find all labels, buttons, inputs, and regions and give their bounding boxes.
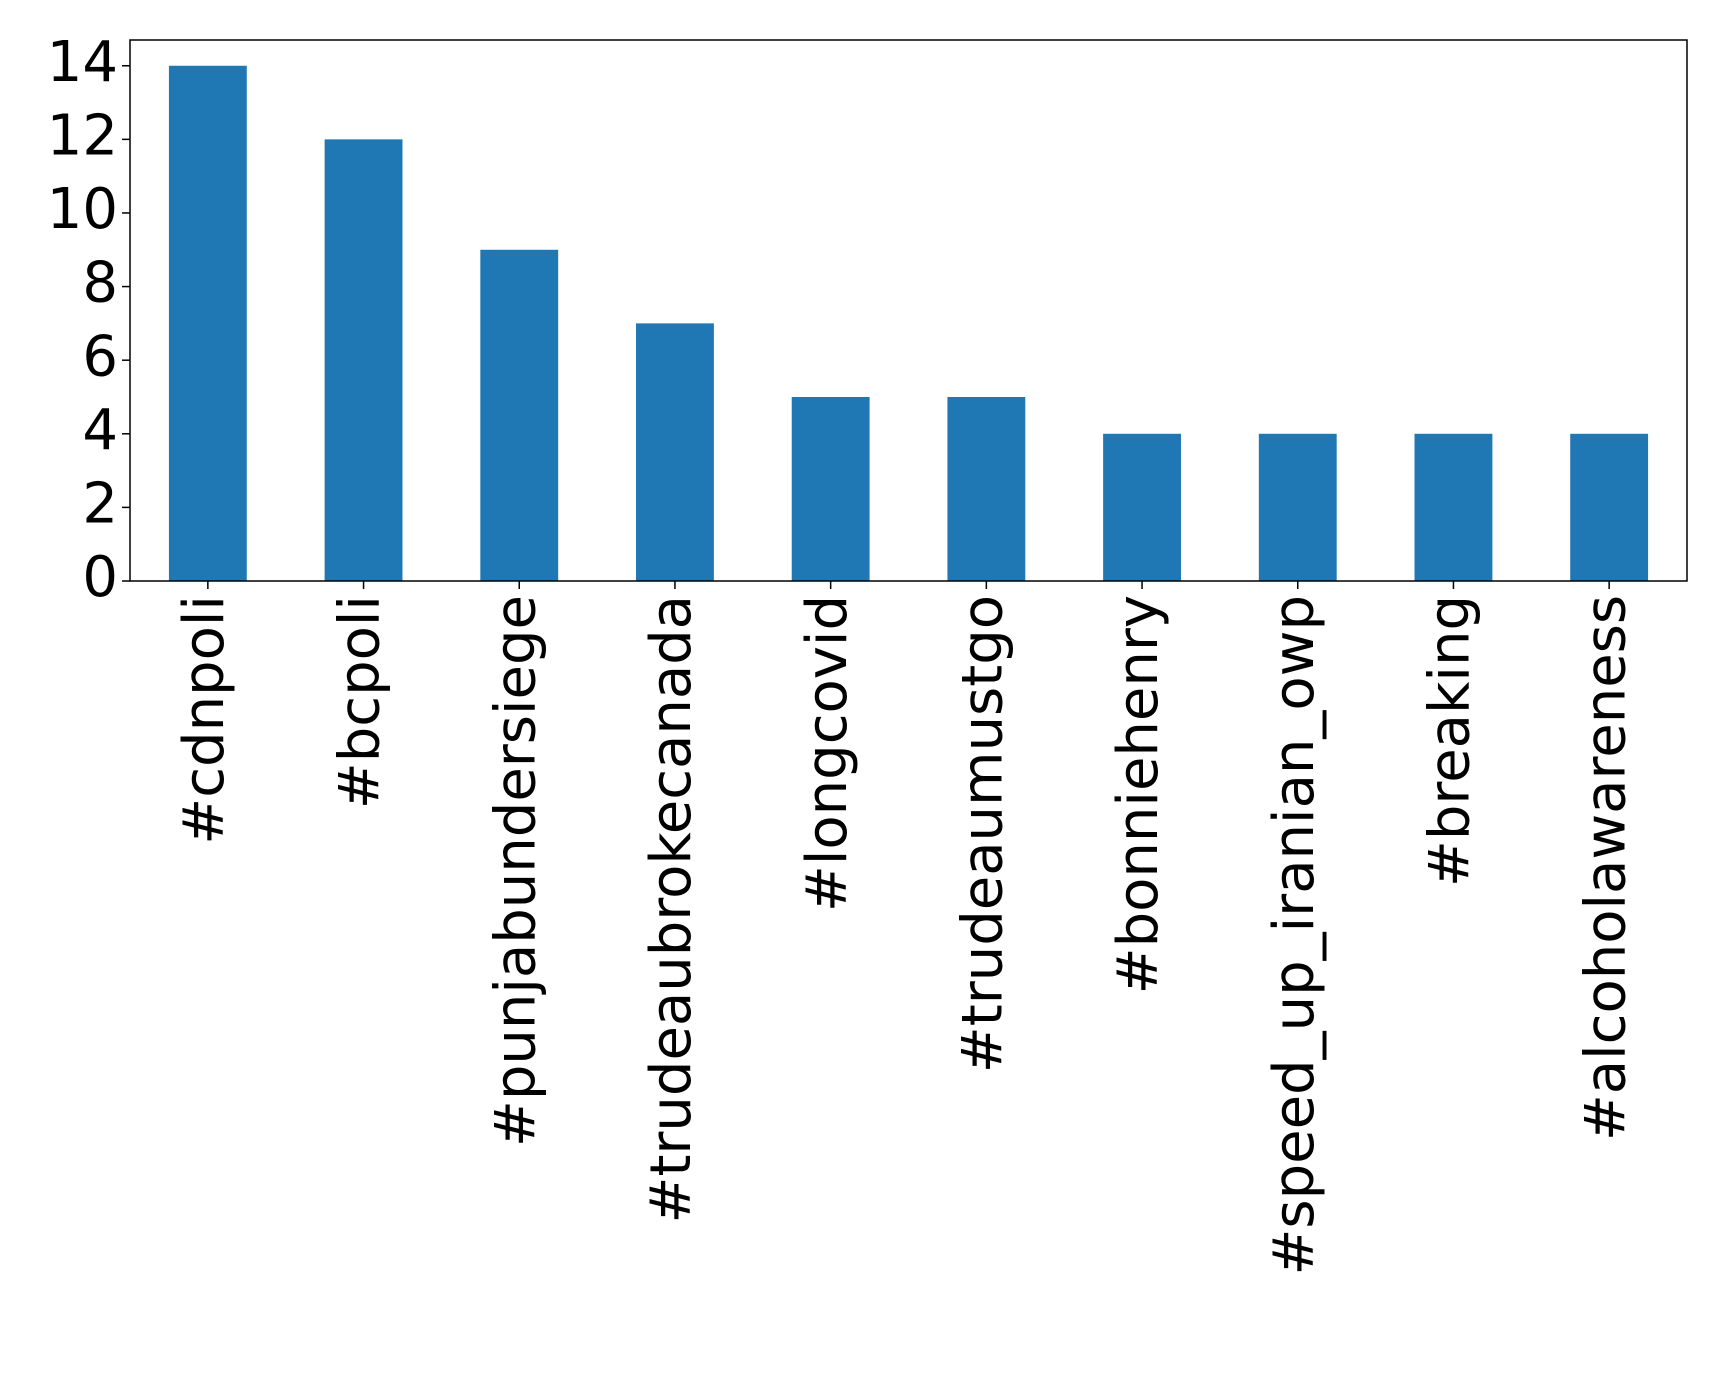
bar (1570, 433, 1649, 581)
x-tick-label: #cdnpoli (172, 595, 237, 845)
x-tick-label: #speed_up_iranian_owp (1262, 595, 1327, 1276)
x-tick-label: #longcovid (795, 595, 860, 912)
x-tick-label: #trudeaumustgo (950, 595, 1015, 1073)
y-tick-label: 2 (82, 472, 118, 537)
bar (324, 139, 403, 581)
y-tick-label: 8 (82, 251, 118, 316)
y-tick-label: 0 (82, 545, 118, 610)
x-tick-label: #trudeaubrokecanada (639, 595, 704, 1223)
bar (1258, 433, 1337, 581)
y-tick-label: 14 (47, 30, 118, 95)
x-tick-label: #breaking (1418, 595, 1483, 887)
bar (1103, 433, 1181, 581)
x-tick-label: #bcpoli (328, 595, 393, 809)
plot-frame (129, 39, 1688, 582)
x-tick-label: #punjabundersiege (483, 595, 548, 1147)
bar (168, 65, 247, 581)
y-tick-label: 6 (82, 324, 118, 389)
bar (947, 396, 1026, 581)
bar (480, 249, 559, 581)
bar (636, 323, 714, 581)
bar (791, 396, 870, 581)
y-tick-label: 10 (47, 177, 118, 242)
x-tick-label: #bonniehenry (1106, 595, 1171, 994)
y-tick-label: 4 (82, 398, 118, 463)
y-tick-label: 12 (47, 104, 118, 169)
x-tick-label: #alcoholawareness (1573, 595, 1638, 1141)
bar (1414, 433, 1493, 581)
